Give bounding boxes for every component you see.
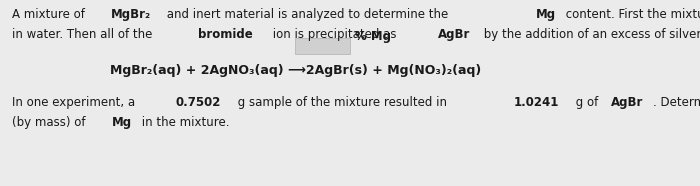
Bar (295, 38, 350, 54)
Text: A mixture of: A mixture of (12, 8, 89, 21)
Text: g sample of the mixture resulted in: g sample of the mixture resulted in (234, 96, 451, 109)
Text: Mg: Mg (112, 116, 132, 129)
Text: AgBr: AgBr (611, 96, 643, 109)
Text: Mg: Mg (536, 8, 556, 21)
Text: 0.7502: 0.7502 (176, 96, 221, 109)
Text: and inert material is analyzed to determine the: and inert material is analyzed to determ… (162, 8, 452, 21)
Text: (by mass) of: (by mass) of (12, 116, 90, 129)
Text: in water. Then all of the: in water. Then all of the (12, 28, 156, 41)
Text: MgBr₂: MgBr₂ (111, 8, 151, 21)
Text: MgBr₂(aq) + 2AgNO₃(aq) ⟶2AgBr(s) + Mg(NO₃)₂(aq): MgBr₂(aq) + 2AgNO₃(aq) ⟶2AgBr(s) + Mg(NO… (111, 64, 482, 77)
Text: by the addition of an excess of silver nitrate.: by the addition of an excess of silver n… (480, 28, 700, 41)
Text: % Mg: % Mg (355, 30, 391, 43)
Text: ion is precipitated as: ion is precipitated as (269, 28, 400, 41)
Text: 1.0241: 1.0241 (514, 96, 559, 109)
Text: bromide: bromide (198, 28, 253, 41)
Text: In one experiment, a: In one experiment, a (12, 96, 139, 109)
Text: . Determine the percent: . Determine the percent (653, 96, 700, 109)
Text: g of: g of (573, 96, 603, 109)
Text: content. First the mixture is dissolved: content. First the mixture is dissolved (561, 8, 700, 21)
Text: in the mixture.: in the mixture. (138, 116, 229, 129)
Text: AgBr: AgBr (438, 28, 470, 41)
